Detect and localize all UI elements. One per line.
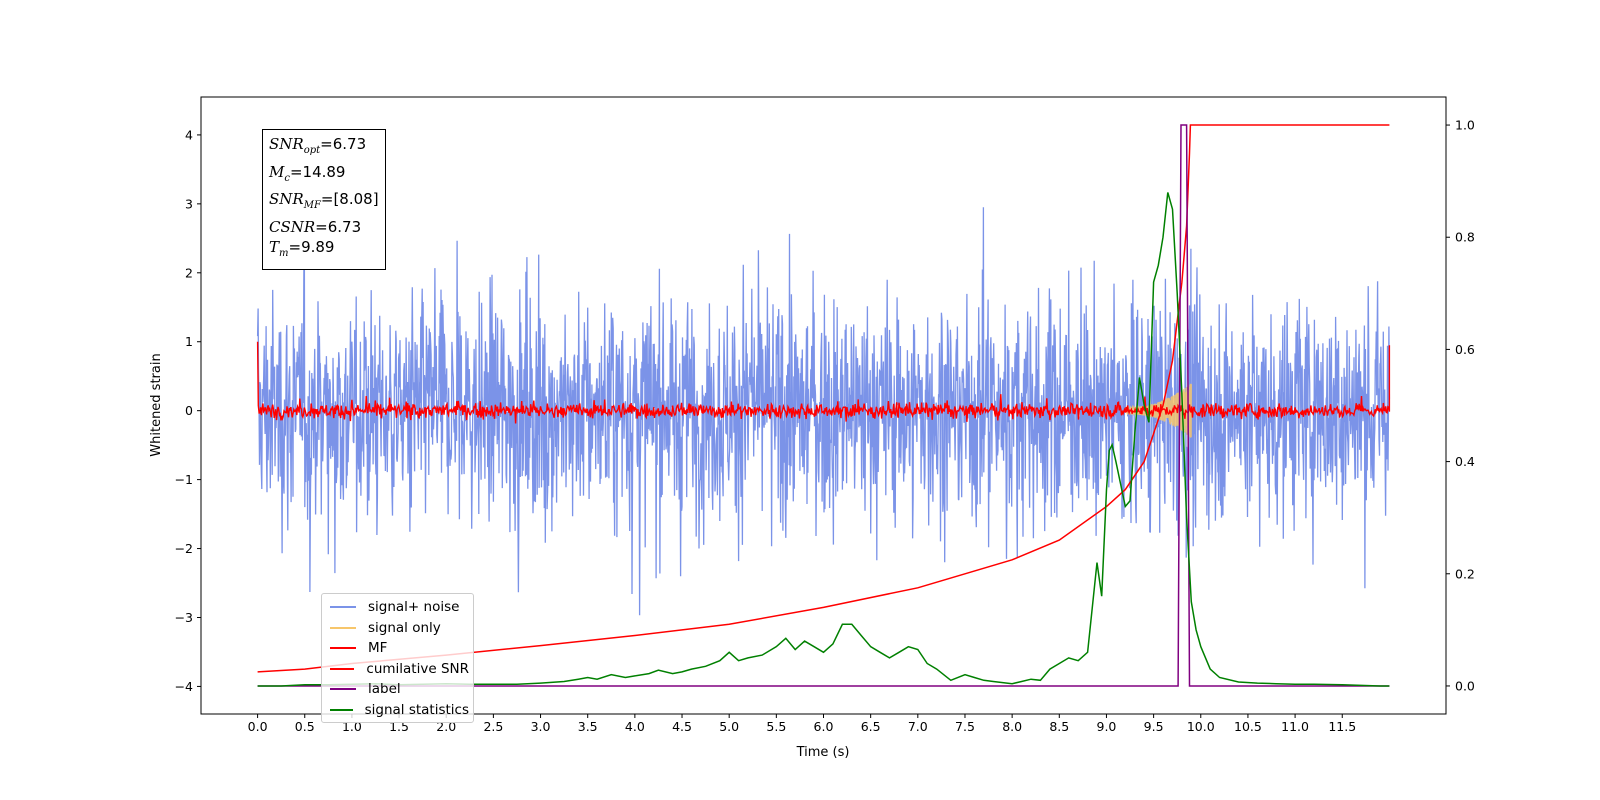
legend-swatch	[330, 606, 356, 609]
y-tick-label: −2	[175, 541, 193, 556]
x-tick-label: 3.0	[531, 719, 551, 734]
x-axis-label: Time (s)	[796, 745, 850, 760]
x-tick-label: 7.0	[908, 719, 928, 734]
x-tick-label: 9.0	[1097, 719, 1117, 734]
series-signal-noise	[256, 207, 1391, 616]
info-line-snr-mf: SNRMF=[8.08]	[269, 190, 379, 211]
info-line-csnr: CSNR=6.73	[269, 217, 362, 236]
series-mf	[256, 341, 1391, 424]
y-axis-label: Whitened strain	[149, 353, 164, 456]
legend-item-signal-noise: signal+ noise	[326, 597, 469, 618]
series-signal-statistics	[257, 192, 1390, 687]
y2-tick-label: 0.0	[1455, 678, 1475, 693]
x-tick-label: 5.0	[719, 719, 739, 734]
x-tick-label: 4.0	[625, 719, 645, 734]
x-tick-label: 0.5	[295, 719, 315, 734]
legend-swatch	[330, 708, 353, 711]
x-axis: 0.0 0.5 1.0 1.5 2.0 2.5 3.0 3.5 4.0 4.5 5.0 5.5 6.0 6…	[248, 714, 1356, 734]
legend-item-mf: MF	[326, 638, 469, 659]
series-cumulative-snr	[257, 124, 1390, 673]
y-tick-label: −4	[175, 679, 193, 694]
x-tick-label: 2.5	[483, 719, 503, 734]
legend-item-signal-only: signal only	[326, 618, 469, 639]
plot-area	[256, 124, 1391, 687]
y-axis-left: 4 3 2 1 0 −1 −2 −3 −4	[175, 127, 201, 694]
y2-tick-label: 0.8	[1455, 230, 1475, 245]
legend-swatch	[330, 626, 356, 629]
y-tick-label: 2	[185, 265, 193, 280]
legend-swatch	[330, 667, 355, 670]
x-tick-label: 10.0	[1187, 719, 1215, 734]
y-tick-label: 0	[185, 403, 193, 418]
y-tick-label: −3	[175, 610, 193, 625]
legend: signal+ noise signal only MF cumilative …	[321, 593, 474, 723]
legend-item-label: label	[326, 679, 469, 700]
y2-tick-label: 0.2	[1455, 566, 1475, 581]
y-axis-right: 1.0 0.8 0.6 0.4 0.2 0.0	[1446, 118, 1475, 693]
y-tick-label: 1	[185, 334, 193, 349]
x-tick-label: 8.5	[1049, 719, 1069, 734]
x-tick-label: 6.5	[861, 719, 881, 734]
y-tick-label: 4	[185, 127, 193, 142]
info-box: SNRopt=6.73 Mc=14.89 SNRMF=[8.08] CSNR=6…	[262, 129, 386, 270]
x-tick-label: 0.0	[248, 719, 268, 734]
y2-tick-label: 0.4	[1455, 454, 1475, 469]
series-label	[257, 124, 1390, 687]
x-tick-label: 4.5	[672, 719, 692, 734]
x-tick-label: 9.5	[1144, 719, 1164, 734]
y-tick-label: −1	[175, 472, 193, 487]
x-tick-label: 8.0	[1002, 719, 1022, 734]
y-tick-label: 3	[185, 196, 193, 211]
x-tick-label: 11.0	[1281, 719, 1309, 734]
x-tick-label: 11.5	[1328, 719, 1356, 734]
legend-item-signal-statistics: signal statistics	[326, 700, 469, 721]
legend-swatch	[330, 688, 356, 691]
info-line-chirp-mass: Mc=14.89	[269, 162, 346, 184]
legend-item-cumulative-snr: cumilative SNR	[326, 659, 469, 680]
x-tick-label: 7.5	[955, 719, 975, 734]
x-tick-label: 5.5	[766, 719, 786, 734]
y2-tick-label: 1.0	[1455, 118, 1475, 133]
x-tick-label: 6.0	[814, 719, 834, 734]
info-line-merger-time: Tm=9.89	[269, 238, 335, 259]
info-line-snr-opt: SNRopt=6.73	[269, 135, 367, 156]
y2-tick-label: 0.6	[1455, 342, 1475, 357]
x-tick-label: 3.5	[578, 719, 598, 734]
x-tick-label: 10.5	[1234, 719, 1262, 734]
legend-swatch	[330, 647, 356, 650]
